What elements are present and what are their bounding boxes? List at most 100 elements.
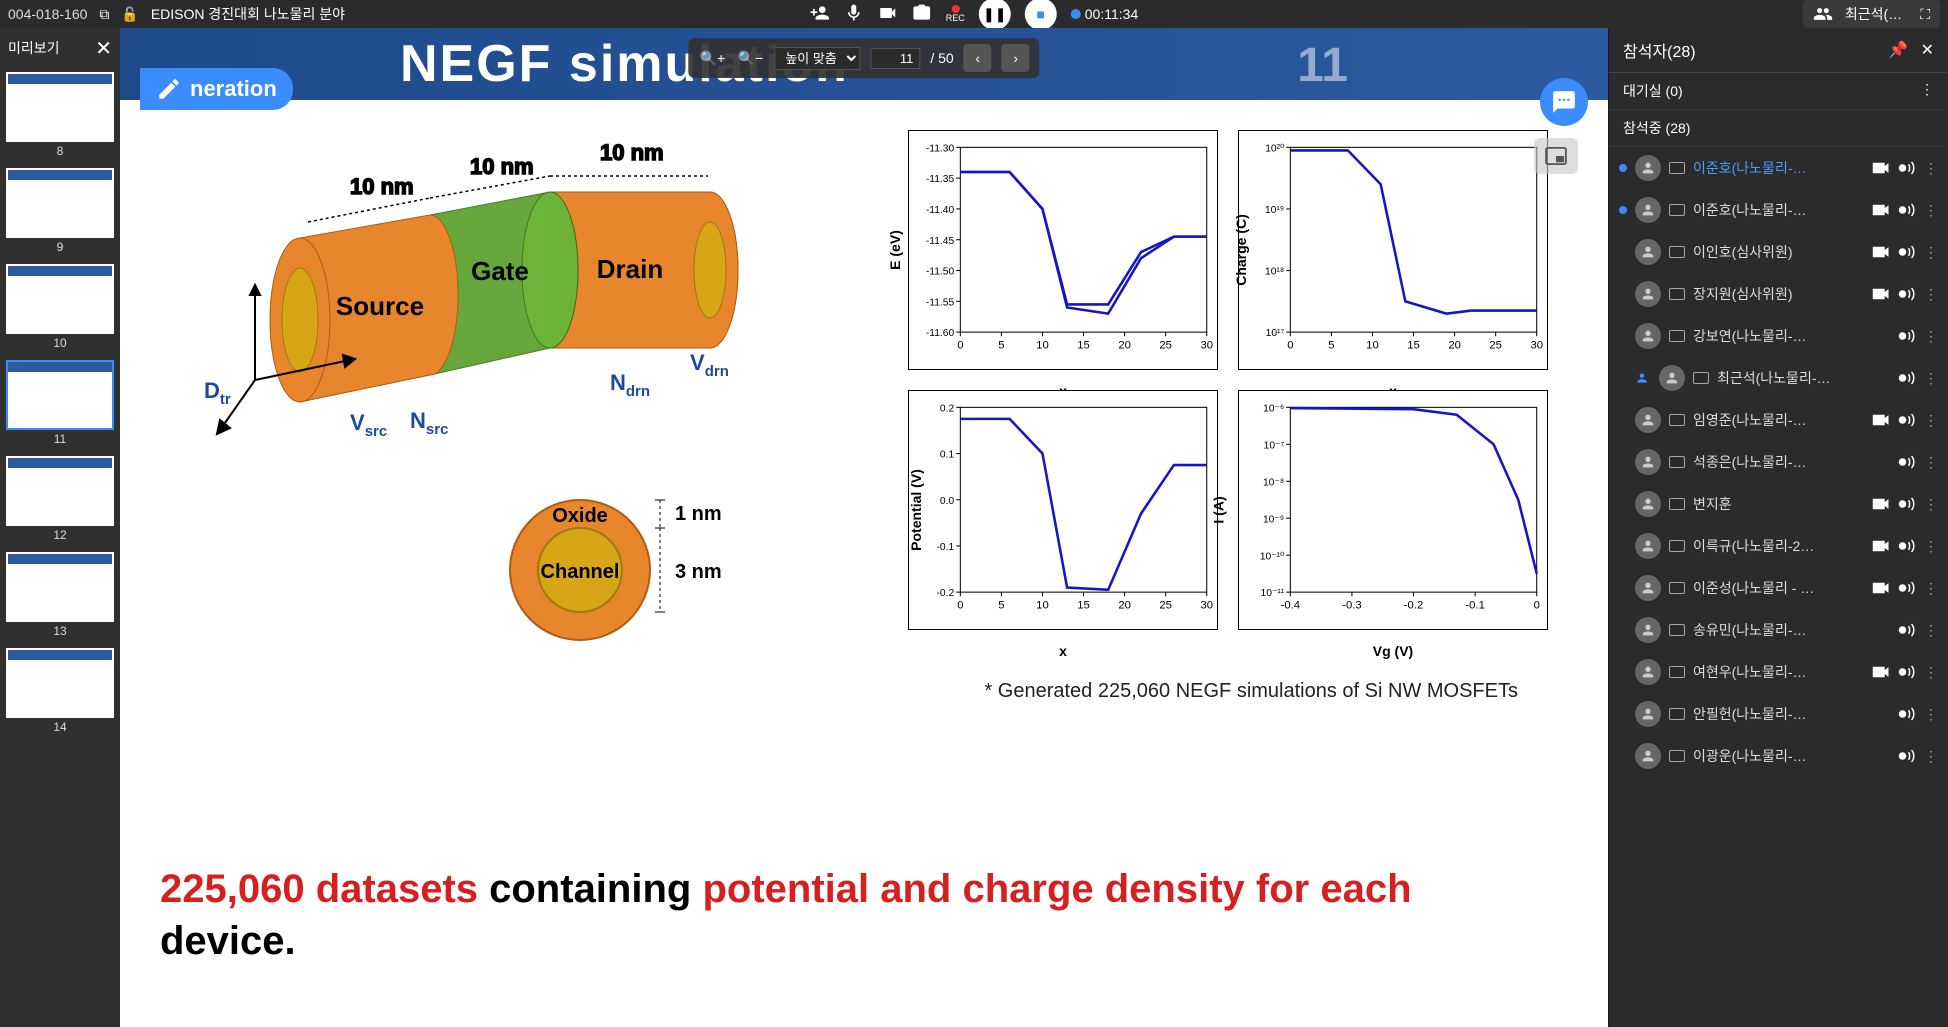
participant-name: 이광운(나노물리-… bbox=[1693, 746, 1890, 766]
expand-icon[interactable]: ⛶ bbox=[1920, 6, 1930, 23]
close-panel-button[interactable]: ✕ bbox=[1921, 42, 1934, 59]
more-icon[interactable]: ⋮ bbox=[1924, 454, 1938, 471]
more-icon[interactable]: ⋮ bbox=[1924, 580, 1938, 597]
edit-badge[interactable]: neration bbox=[140, 68, 293, 110]
zoom-mode-select[interactable]: 높이 맞춤 bbox=[774, 47, 860, 70]
participant-row[interactable]: 여현우(나노물리-… ⋮ bbox=[1609, 651, 1948, 693]
more-icon[interactable]: ⋮ bbox=[1924, 286, 1938, 303]
more-icon[interactable]: ⋮ bbox=[1924, 160, 1938, 177]
svg-text:0.1: 0.1 bbox=[940, 450, 955, 461]
more-icon[interactable]: ⋮ bbox=[1924, 412, 1938, 429]
cam-icon[interactable] bbox=[1872, 539, 1890, 553]
add-person-icon[interactable] bbox=[810, 3, 830, 26]
svg-text:1 nm: 1 nm bbox=[675, 503, 722, 525]
waiting-more-icon[interactable]: ⋮ bbox=[1920, 81, 1934, 101]
avatar bbox=[1635, 281, 1661, 307]
participant-controls: ⋮ bbox=[1872, 538, 1938, 555]
audio-icon[interactable] bbox=[1898, 581, 1916, 595]
thumbnail[interactable]: 8 bbox=[6, 72, 114, 164]
participant-name: 강보연(나노물리-… bbox=[1693, 326, 1890, 346]
chat-icon bbox=[1551, 89, 1577, 115]
copy-icon[interactable]: ⧉ bbox=[99, 6, 109, 23]
thumbnail[interactable]: 13 bbox=[6, 552, 114, 644]
waiting-section[interactable]: 대기실 (0) ⋮ bbox=[1609, 73, 1948, 110]
audio-icon[interactable] bbox=[1898, 329, 1916, 343]
more-icon[interactable]: ⋮ bbox=[1924, 370, 1938, 387]
zoom-in-button[interactable]: 🔍+ bbox=[698, 44, 726, 72]
cam-icon[interactable] bbox=[1872, 287, 1890, 301]
participant-row[interactable]: 변지훈 ⋮ bbox=[1609, 483, 1948, 525]
pause-button[interactable]: ❚❚ bbox=[979, 0, 1011, 30]
participant-row[interactable]: 이광운(나노물리-… ⋮ bbox=[1609, 735, 1948, 777]
audio-icon[interactable] bbox=[1898, 203, 1916, 217]
thumbnail[interactable]: 12 bbox=[6, 456, 114, 548]
participant-row[interactable]: 임영준(나노물리-… ⋮ bbox=[1609, 399, 1948, 441]
photo-icon[interactable] bbox=[912, 3, 932, 26]
participant-row[interactable]: 이준성(나노물리 - … ⋮ bbox=[1609, 567, 1948, 609]
cam-icon[interactable] bbox=[1872, 665, 1890, 679]
cam-icon[interactable] bbox=[1872, 161, 1890, 175]
audio-icon[interactable] bbox=[1898, 539, 1916, 553]
presence-dot-icon bbox=[1619, 626, 1627, 634]
participant-row[interactable]: 석종은(나노물리-… ⋮ bbox=[1609, 441, 1948, 483]
audio-icon[interactable] bbox=[1898, 665, 1916, 679]
thumb-close-button[interactable]: ✕ bbox=[95, 36, 112, 61]
user-chip[interactable]: 최근석(… ⛶ bbox=[1803, 0, 1940, 28]
more-icon[interactable]: ⋮ bbox=[1924, 328, 1938, 345]
participant-row[interactable]: 이인호(심사위원) ⋮ bbox=[1609, 231, 1948, 273]
next-page-button[interactable]: › bbox=[1002, 44, 1030, 72]
avatar bbox=[1635, 155, 1661, 181]
cam-icon[interactable] bbox=[1872, 581, 1890, 595]
chat-button[interactable] bbox=[1540, 78, 1588, 126]
more-icon[interactable]: ⋮ bbox=[1924, 664, 1938, 681]
audio-icon[interactable] bbox=[1898, 161, 1916, 175]
svg-text:15: 15 bbox=[1077, 600, 1090, 612]
more-icon[interactable]: ⋮ bbox=[1924, 244, 1938, 261]
svg-text:10⁻⁹: 10⁻⁹ bbox=[1263, 514, 1284, 525]
participant-row[interactable]: 이준호(나노물리-… ⋮ bbox=[1609, 189, 1948, 231]
cam-icon[interactable] bbox=[1872, 203, 1890, 217]
present-section[interactable]: 참석중 (28) bbox=[1609, 110, 1948, 147]
audio-icon[interactable] bbox=[1898, 413, 1916, 427]
camera-icon[interactable] bbox=[878, 3, 898, 26]
audio-icon[interactable] bbox=[1898, 749, 1916, 763]
audio-icon[interactable] bbox=[1898, 245, 1916, 259]
prev-page-button[interactable]: ‹ bbox=[964, 44, 992, 72]
participant-row[interactable]: 안필헌(나노물리-… ⋮ bbox=[1609, 693, 1948, 735]
more-icon[interactable]: ⋮ bbox=[1924, 748, 1938, 765]
audio-icon[interactable] bbox=[1898, 287, 1916, 301]
zoom-out-button[interactable]: 🔍− bbox=[736, 44, 764, 72]
rec-icon[interactable]: REC bbox=[946, 5, 965, 23]
participant-row[interactable]: 송유민(나노물리-… ⋮ bbox=[1609, 609, 1948, 651]
participant-row[interactable]: 강보연(나노물리-… ⋮ bbox=[1609, 315, 1948, 357]
participant-row[interactable]: 최근석(나노물리-… ⋮ bbox=[1609, 357, 1948, 399]
participant-row[interactable]: 이륵규(나노물리-2… ⋮ bbox=[1609, 525, 1948, 567]
audio-icon[interactable] bbox=[1898, 623, 1916, 637]
svg-text:Drain: Drain bbox=[597, 254, 663, 284]
audio-icon[interactable] bbox=[1898, 707, 1916, 721]
thumbnail[interactable]: 14 bbox=[6, 648, 114, 740]
more-icon[interactable]: ⋮ bbox=[1924, 538, 1938, 555]
audio-icon[interactable] bbox=[1898, 455, 1916, 469]
more-icon[interactable]: ⋮ bbox=[1924, 202, 1938, 219]
participant-controls: ⋮ bbox=[1872, 160, 1938, 177]
pin-icon[interactable]: 📌 bbox=[1888, 42, 1908, 59]
mic-icon[interactable] bbox=[844, 3, 864, 26]
cam-icon[interactable] bbox=[1872, 245, 1890, 259]
stop-button[interactable]: ■ bbox=[1025, 0, 1057, 30]
thumbnail[interactable]: 9 bbox=[6, 168, 114, 260]
cam-icon[interactable] bbox=[1872, 413, 1890, 427]
participant-row[interactable]: 장지원(심사위원) ⋮ bbox=[1609, 273, 1948, 315]
participant-row[interactable]: 이준호(나노물리-… ⋮ bbox=[1609, 147, 1948, 189]
pip-button[interactable] bbox=[1534, 138, 1578, 174]
thumbnail[interactable]: 11 bbox=[6, 360, 114, 452]
more-icon[interactable]: ⋮ bbox=[1924, 706, 1938, 723]
more-icon[interactable]: ⋮ bbox=[1924, 622, 1938, 639]
more-icon[interactable]: ⋮ bbox=[1924, 496, 1938, 513]
participant-list: 이준호(나노물리-… ⋮ 이준호(나노물리-… ⋮ 이인호(심사위원) ⋮ bbox=[1609, 147, 1948, 1027]
cam-icon[interactable] bbox=[1872, 497, 1890, 511]
thumbnail[interactable]: 10 bbox=[6, 264, 114, 356]
page-input[interactable] bbox=[870, 48, 920, 69]
audio-icon[interactable] bbox=[1898, 371, 1916, 385]
audio-icon[interactable] bbox=[1898, 497, 1916, 511]
